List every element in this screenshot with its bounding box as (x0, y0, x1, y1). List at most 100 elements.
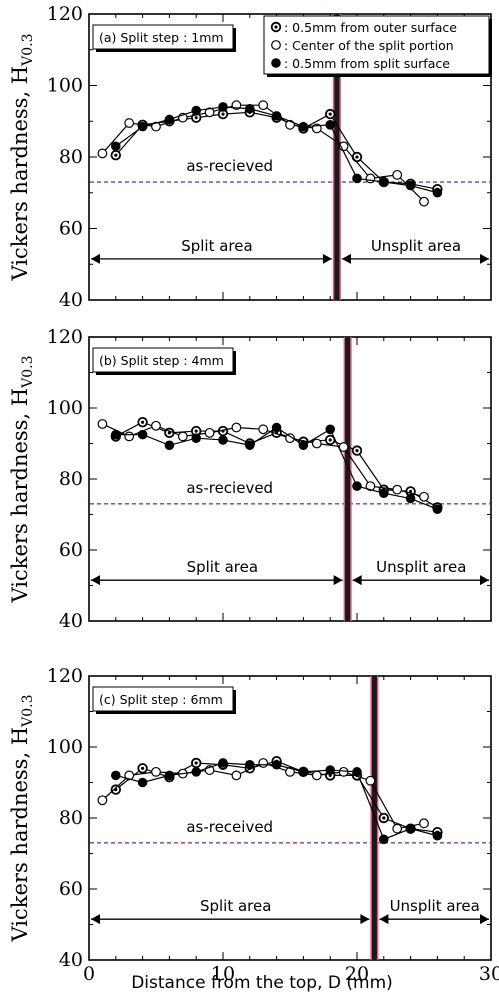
split-area-label: Split area (200, 897, 271, 915)
legend-entry: : Center of the split portion (284, 38, 454, 53)
data-point (298, 440, 309, 451)
data-point (271, 759, 282, 770)
data-point (379, 177, 389, 187)
y-tick-label: 80 (59, 146, 83, 168)
x-tick-label: 10 (211, 963, 235, 985)
data-point (204, 107, 215, 118)
panel-label: (c) Split step : 6mm (99, 692, 223, 707)
data-point (124, 770, 135, 781)
split-boundary-core (334, 14, 340, 300)
arrow-head-right (480, 575, 489, 586)
data-point (392, 169, 403, 180)
data-point (137, 777, 148, 788)
data-point (351, 445, 363, 456)
y-axis-title: Vickers hardness, HV0.3 (8, 34, 36, 282)
legend-entry: : 0.5mm from split surface (284, 56, 450, 71)
panel-label-box (92, 347, 234, 373)
arrow-head-right (480, 914, 489, 925)
y-tick-label: 120 (47, 326, 83, 348)
marker-dot (194, 116, 198, 120)
marker-dot (141, 766, 145, 770)
panel-label: (b) Split step : 4mm (99, 353, 224, 368)
data-point (124, 431, 135, 442)
data-point (218, 435, 228, 445)
unsplit-area-label: Unsplit area (390, 897, 480, 915)
series-filled-circle (111, 102, 443, 198)
data-point (352, 481, 362, 491)
data-point (258, 758, 269, 768)
y-axis-title: Vickers hardness, HV0.3 (8, 695, 36, 943)
data-point (97, 419, 108, 429)
y-tick-label: 80 (59, 807, 83, 829)
data-point (365, 481, 376, 492)
x-axis-title: Distance from the top, D (mm) (131, 973, 393, 993)
data-point (218, 758, 228, 768)
y-tick-label: 100 (47, 736, 83, 758)
chart-panel-a: 40 60 80 100 120 Vickers hardness, HV0.3 as-re… (8, 3, 492, 311)
y-tick-label: 100 (47, 397, 83, 419)
data-point (405, 180, 416, 191)
y-tick-label: 100 (47, 75, 83, 97)
data-point (419, 491, 429, 502)
arrow-head-right (360, 914, 370, 925)
data-point (258, 424, 269, 435)
data-point (285, 433, 295, 444)
y-axis-title-main: Vickers hardness, H (8, 388, 32, 604)
series-filled-circle (111, 422, 443, 514)
unsplit-area-arrow (379, 914, 489, 925)
unsplit-area-label: Unsplit area (376, 558, 466, 576)
y-tick-label: 80 (59, 468, 83, 490)
data-point (351, 151, 363, 163)
marker-dot (355, 449, 359, 453)
data-point (97, 148, 108, 159)
marker-dot (328, 112, 332, 116)
y-tick-label: 120 (47, 3, 83, 25)
y-tick-label: 120 (47, 665, 83, 687)
data-point (151, 766, 161, 777)
data-point (191, 105, 201, 116)
series-line (115, 426, 438, 510)
data-point (231, 422, 242, 433)
split-area-label: Split area (187, 558, 258, 576)
data-point (110, 150, 122, 161)
plot-frame (88, 336, 492, 622)
data-point (419, 196, 429, 207)
data-point (245, 759, 255, 770)
as-received-label: as-recieved (186, 479, 273, 497)
data-point (298, 121, 309, 132)
data-point (231, 770, 242, 781)
data-point (111, 141, 121, 152)
data-point (338, 442, 349, 452)
y-axis-title-sub: V0.3 (20, 356, 36, 389)
y-tick-label: 60 (59, 878, 83, 900)
series-open-circle (97, 419, 429, 502)
data-point (392, 823, 403, 834)
arrow-head-left (91, 575, 100, 586)
split-area-label: Split area (181, 237, 252, 255)
y-tick-label: 40 (59, 289, 83, 311)
data-point (97, 795, 108, 806)
as-received-label: as-received (186, 818, 273, 836)
x-tick-label: 20 (345, 963, 369, 985)
data-point (298, 767, 309, 777)
y-tick-label: 60 (59, 218, 83, 240)
panel-label: (a) Split step : 1mm (99, 30, 224, 45)
data-point (245, 103, 255, 114)
series-open-circle (97, 758, 429, 834)
data-point (191, 433, 201, 443)
data-point (365, 173, 376, 184)
split-area-arrow (91, 575, 343, 586)
data-point (137, 121, 148, 132)
data-point (311, 438, 322, 449)
data-point (365, 775, 376, 786)
series-line (115, 762, 438, 841)
legend-entry: : 0.5mm from outer surface (284, 20, 457, 35)
data-point (379, 834, 389, 845)
as-received-label: as-recieved (186, 157, 273, 175)
arrow-head-left (379, 914, 389, 925)
data-point (151, 121, 161, 132)
data-point (111, 770, 121, 781)
unsplit-area-arrow (352, 575, 489, 586)
data-point (258, 100, 269, 111)
series-open-circle (97, 100, 429, 207)
